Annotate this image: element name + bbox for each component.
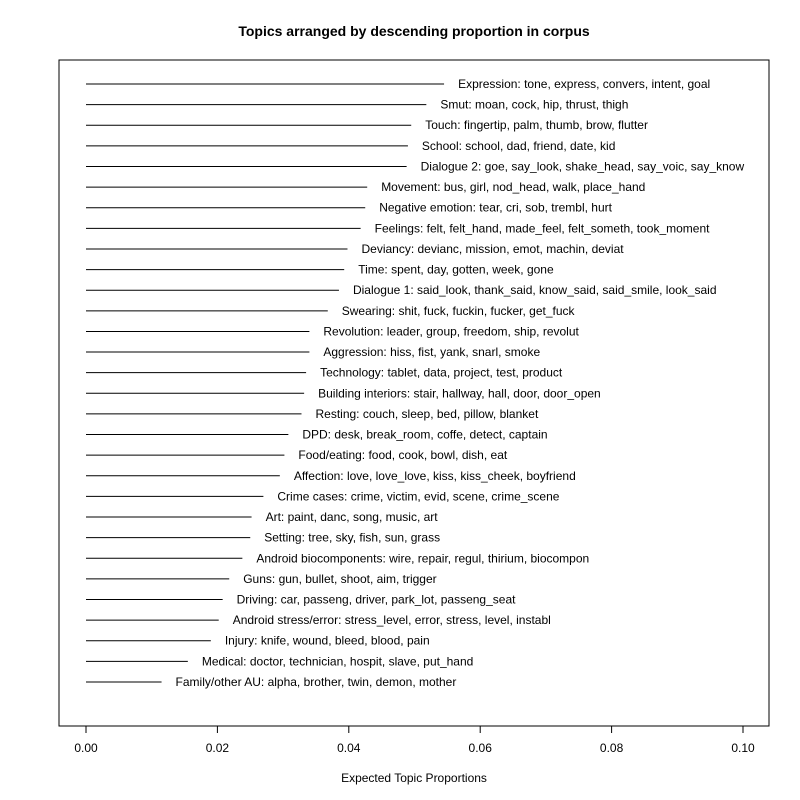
x-axis: 0.00 0.02 0.04 0.06 0.08 0.10: [74, 725, 755, 755]
bars-group: [86, 83, 445, 683]
topic-label: Building interiors: stair, hallway, hall…: [318, 386, 601, 400]
topic-label: Deviancy: devianc, mission, emot, machin…: [361, 242, 624, 256]
topic-label: Expression: tone, express, convers, inte…: [458, 77, 710, 91]
topic-label: Crime cases: crime, victim, evid, scene,…: [277, 489, 559, 503]
chart-title: Topics arranged by descending proportion…: [238, 23, 590, 39]
topic-label: Android biocomponents: wire, repair, reg…: [256, 551, 589, 565]
x-axis-label: Expected Topic Proportions: [341, 771, 487, 785]
topic-label: Swearing: shit, fuck, fuckin, fucker, ge…: [342, 304, 576, 318]
topic-label: Feelings: felt, felt_hand, made_feel, fe…: [375, 221, 711, 235]
topic-label: Negative emotion: tear, cri, sob, trembl…: [379, 201, 612, 215]
x-tick-label: 0.02: [206, 741, 230, 755]
topic-label: Time: spent, day, gotten, week, gone: [358, 263, 554, 277]
topic-label: Setting: tree, sky, fish, sun, grass: [264, 531, 440, 545]
topic-label: Driving: car, passeng, driver, park_lot,…: [237, 593, 516, 607]
topic-label: Dialogue 2: goe, say_look, shake_head, s…: [421, 159, 745, 173]
x-tick-label: 0.08: [600, 741, 624, 755]
topic-label: Dialogue 1: said_look, thank_said, know_…: [353, 283, 717, 297]
topic-label: Android stress/error: stress_level, erro…: [233, 613, 551, 627]
x-tick-label: 0.06: [469, 741, 493, 755]
topic-label: Resting: couch, sleep, bed, pillow, blan…: [315, 407, 538, 421]
topic-label: Injury: knife, wound, bleed, blood, pain: [225, 634, 430, 648]
topic-label: Medical: doctor, technician, hospit, sla…: [202, 654, 474, 668]
topic-label: School: school, dad, friend, date, kid: [422, 139, 615, 153]
topic-label: Revolution: leader, group, freedom, ship…: [323, 324, 579, 338]
x-tick-label: 0.00: [74, 741, 98, 755]
topic-label: Guns: gun, bullet, shoot, aim, trigger: [243, 572, 436, 586]
topic-label: Smut: moan, cock, hip, thrust, thigh: [440, 98, 628, 112]
topic-label: Art: paint, danc, song, music, art: [266, 510, 439, 524]
topic-label: Aggression: hiss, fist, yank, snarl, smo…: [323, 345, 540, 359]
topic-label: Food/eating: food, cook, bowl, dish, eat: [298, 448, 507, 462]
topic-label: Movement: bus, girl, nod_head, walk, pla…: [381, 180, 645, 194]
x-tick-label: 0.04: [337, 741, 361, 755]
topic-label: DPD: desk, break_room, coffe, detect, ca…: [302, 428, 547, 442]
topic-label: Affection: love, love_love, kiss, kiss_c…: [294, 469, 576, 483]
x-tick-label: 0.10: [731, 741, 755, 755]
topic-label: Family/other AU: alpha, brother, twin, d…: [176, 675, 457, 689]
topic-label: Touch: fingertip, palm, thumb, brow, flu…: [425, 118, 648, 132]
topic-labels-group: Expression: tone, express, convers, inte…: [176, 77, 745, 689]
topic-label: Technology: tablet, data, project, test,…: [320, 366, 563, 380]
